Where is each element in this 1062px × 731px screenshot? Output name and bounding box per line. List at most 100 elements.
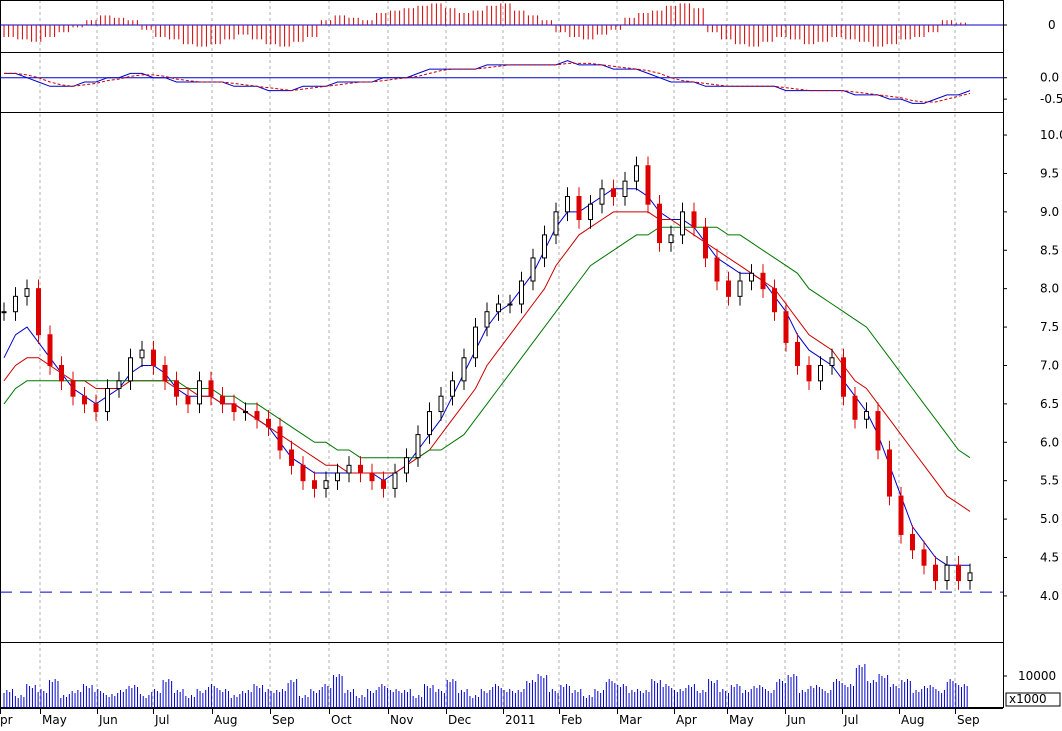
price-tick-label: 5.5: [1040, 474, 1059, 488]
candle-body: [530, 257, 536, 282]
candle-body: [565, 195, 570, 213]
volume-unit-label: x1000: [1009, 692, 1047, 706]
moving-average-line: [3, 211, 971, 512]
candle-body: [910, 533, 915, 551]
oscillator-pane: [0, 3, 1003, 47]
candle-body: [691, 211, 697, 228]
candle-body: [645, 165, 651, 205]
candle-body: [553, 211, 559, 236]
candle-body: [760, 272, 766, 290]
candle-body: [542, 234, 547, 259]
candle-body: [703, 226, 708, 259]
candle-body: [358, 464, 363, 474]
price-tick-label: 10.0: [1040, 128, 1062, 142]
candle-body: [254, 411, 260, 420]
candle-body: [266, 418, 271, 428]
price-tick-label: 4.5: [1040, 551, 1059, 565]
candle-body: [47, 334, 53, 366]
price-tick-label: 9.0: [1040, 205, 1059, 219]
macd-tick-label: 0.0: [1040, 71, 1059, 85]
price-tick-label: 7.0: [1040, 358, 1059, 372]
candle-body: [772, 288, 777, 313]
moving-average-line: [3, 188, 970, 566]
macd-line: [4, 60, 971, 104]
candle-body: [737, 280, 743, 297]
candle-body: [162, 364, 168, 382]
price-tick-label: 6.0: [1040, 435, 1059, 449]
candle-body: [726, 280, 731, 297]
candle-body: [36, 288, 41, 336]
candle-body: [1, 311, 7, 314]
candle-body: [622, 180, 628, 197]
candle-body: [668, 234, 674, 244]
macd-pane: [0, 60, 1003, 104]
candle-body: [680, 211, 685, 236]
month-label: May: [42, 713, 67, 727]
candle-body: [944, 564, 950, 582]
candle-body: [24, 288, 30, 297]
month-label: pr: [0, 713, 13, 727]
candle-body: [599, 188, 605, 205]
candle-body: [151, 349, 156, 366]
month-label: May: [729, 713, 754, 727]
candle-body: [220, 395, 225, 405]
month-label: Jul: [154, 713, 169, 727]
month-label: Sep: [272, 713, 295, 727]
price-tick-label: 9.5: [1040, 166, 1059, 180]
candle-body: [634, 165, 639, 182]
month-label: Feb: [561, 713, 582, 727]
candle-body: [208, 380, 214, 397]
candle-body: [185, 395, 191, 405]
candle-body: [13, 295, 18, 313]
candle-body: [404, 457, 409, 474]
month-label: Jul: [843, 713, 858, 727]
candle-body: [956, 564, 961, 582]
candle-body: [921, 549, 927, 566]
grid-layer: [39, 0, 956, 708]
candle-body: [70, 380, 76, 397]
candle-body: [519, 280, 524, 305]
month-label: Jun: [98, 713, 118, 727]
price-tick-label: 5.0: [1040, 512, 1059, 526]
candle-body: [852, 395, 858, 420]
month-label: Sep: [957, 713, 980, 727]
candle-body: [783, 311, 789, 343]
price-tick-label: 8.5: [1040, 243, 1059, 257]
candle-body: [335, 472, 340, 482]
price-tick-label: 8.0: [1040, 282, 1059, 296]
osc-tick-label: 0: [1048, 18, 1056, 32]
candle-body: [829, 357, 835, 366]
candle-body: [93, 403, 99, 413]
candle-body: [588, 203, 593, 221]
candle-body: [82, 395, 87, 405]
candle-body: [346, 464, 352, 474]
candle-body: [289, 449, 294, 466]
month-label: Mar: [619, 713, 642, 727]
month-label: Aug: [901, 713, 924, 727]
candle-body: [415, 434, 421, 459]
month-label: Aug: [214, 713, 237, 727]
candle-body: [806, 364, 812, 382]
price-tick-label: 6.5: [1040, 397, 1059, 411]
volume-pane: [3, 664, 968, 708]
candle-body: [967, 572, 973, 582]
candle-body: [450, 380, 455, 397]
candle-body: [611, 188, 616, 197]
candle-body: [59, 364, 64, 382]
candle-body: [197, 380, 202, 405]
candle-body: [369, 472, 375, 482]
candle-body: [795, 341, 800, 366]
chart-frame: [0, 0, 1004, 708]
candle-body: [484, 311, 490, 328]
price-pane: [0, 156, 1003, 593]
macd-signal-line: [4, 62, 971, 103]
month-label: Nov: [390, 713, 413, 727]
candle-body: [105, 388, 110, 413]
moving-average-line: [3, 226, 971, 459]
pane-borders: [0, 0, 1004, 708]
price-tick-label: 7.5: [1040, 320, 1059, 334]
axis-labels: pr May Jun Jul Aug Sep Oct Nov Dec 2011 Feb Mar Apr M…: [0, 18, 1062, 727]
month-label: Oct: [331, 713, 352, 727]
